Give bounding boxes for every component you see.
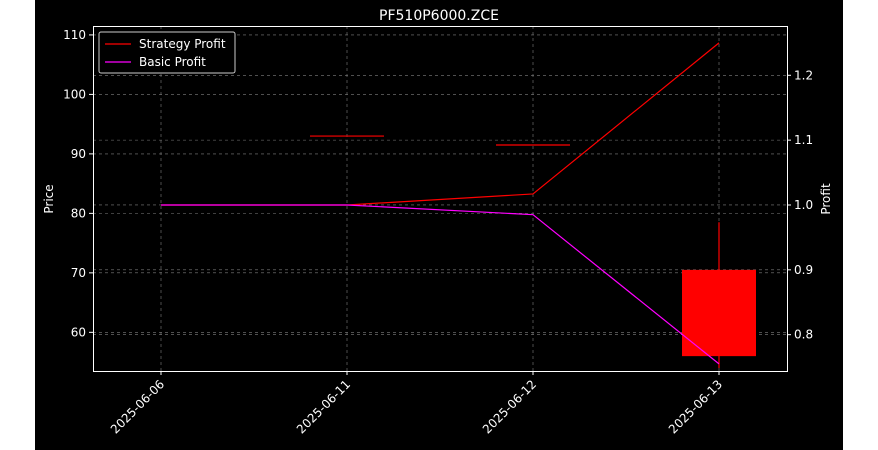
y-left-tick-label: 70 (71, 266, 86, 280)
y-axis-right-label: Profit (819, 183, 833, 215)
x-tick-label: 2025-06-13 (666, 377, 725, 436)
series-layer (161, 42, 720, 365)
x-tick-label: 2025-06-12 (480, 377, 539, 436)
legend-box (98, 31, 236, 74)
x-tick-label: 2025-06-06 (108, 377, 167, 436)
x-tick-label: 2025-06-11 (294, 377, 353, 436)
series-line-strategy-profit (161, 42, 720, 206)
y-right-tick-label: 1.1 (794, 133, 813, 147)
chart-title: PF510P6000.ZCE (379, 8, 499, 24)
y-left-tick-label: 80 (71, 206, 86, 220)
series-line-basic-profit (161, 204, 720, 365)
y-right-tick-label: 0.8 (794, 328, 813, 342)
candle-layer (310, 135, 756, 369)
chart-figure: PF510P6000.ZCE 60 70 80 90 100 110 0.8 0.9 1.0 1.… (35, 0, 843, 450)
y-left-tick-label: 100 (63, 87, 86, 101)
y-right-tick-label: 0.9 (794, 263, 813, 277)
chart-svg: PF510P6000.ZCE 60 70 80 90 100 110 0.8 0.9 1.0 1.… (42, 8, 833, 437)
y-left-tick-label: 110 (63, 28, 86, 42)
legend: Strategy Profit Basic Profit (98, 31, 236, 74)
legend-label: Basic Profit (139, 55, 206, 69)
candle-body (682, 269, 756, 357)
y-left-tick-label: 60 (71, 325, 86, 339)
axis-layer: 60 70 80 90 100 110 0.8 0.9 1.0 1.1 1.2 2025-06-06 2… (63, 28, 813, 437)
y-right-tick-label: 1.0 (794, 198, 813, 212)
y-right-tick-label: 1.2 (794, 68, 813, 82)
legend-label: Strategy Profit (139, 37, 226, 51)
y-left-tick-label: 90 (71, 147, 86, 161)
plot-frame (93, 26, 788, 372)
y-axis-left-label: Price (42, 184, 56, 213)
